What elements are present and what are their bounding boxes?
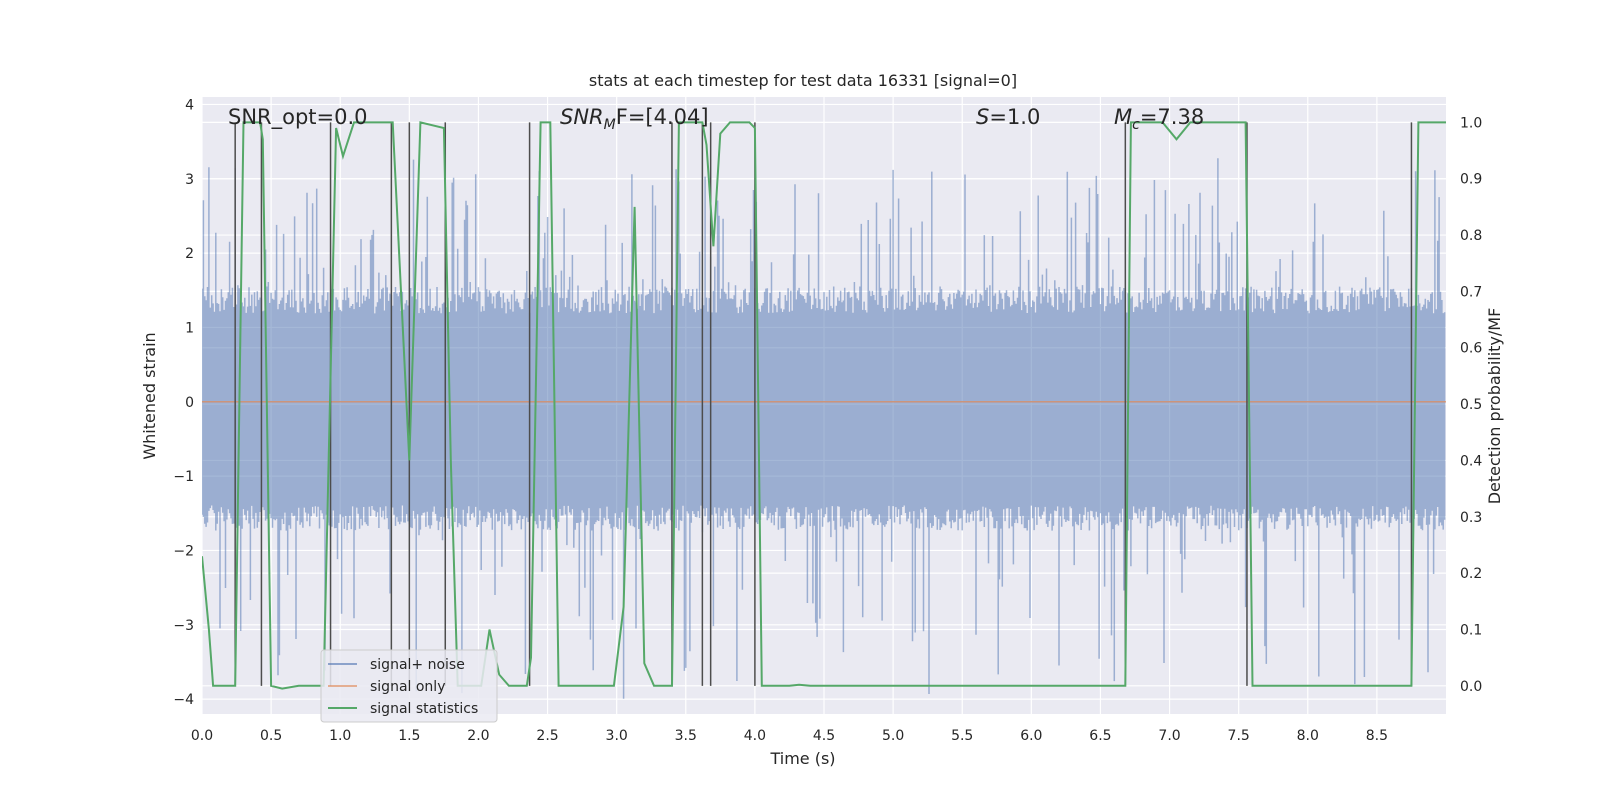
y-right-tick-label: 0.3	[1460, 510, 1482, 526]
x-tick-label: 2.0	[467, 728, 489, 744]
x-tick-label: 0.0	[191, 728, 213, 744]
x-tick-label: 7.5	[1228, 728, 1250, 744]
y-right-tick-label: 0.5	[1460, 397, 1482, 413]
legend-label-signal: signal only	[370, 679, 445, 695]
x-tick-label: 5.0	[882, 728, 904, 744]
y-tick-label: −2	[173, 543, 194, 559]
x-tick-label: 8.5	[1366, 728, 1388, 744]
y-tick-label: 1	[185, 320, 194, 336]
x-tick-labels: 0.0 0.5 1.0 1.5 2.0 2.5 3.0 3.5 4.0 4.5 5.0 5.5 6.0 6…	[191, 728, 1388, 744]
y-tick-label: −3	[173, 618, 194, 634]
x-tick-label: 3.5	[675, 728, 697, 744]
x-tick-label: 2.5	[536, 728, 558, 744]
x-tick-label: 4.0	[744, 728, 766, 744]
legend-label-noise: signal+ noise	[370, 657, 465, 673]
y-right-tick-label: 0.7	[1460, 284, 1482, 300]
x-tick-label: 5.5	[951, 728, 973, 744]
x-axis-label: Time (s)	[769, 749, 835, 768]
x-tick-label: 7.0	[1158, 728, 1180, 744]
x-tick-label: 1.5	[398, 728, 420, 744]
plot-series	[202, 121, 1446, 699]
y-tick-label: −1	[173, 469, 194, 485]
y-right-tick-labels: 1.0 0.9 0.8 0.7 0.6 0.5 0.4 0.3 0.2 0.1 0.0	[1460, 115, 1482, 694]
chart-title: stats at each timestep for test data 163…	[589, 71, 1017, 90]
y-right-tick-label: 0.4	[1460, 453, 1482, 469]
y-right-tick-label: 0.8	[1460, 228, 1482, 244]
y-right-tick-label: 0.9	[1460, 172, 1482, 188]
y-axis-label: Whitened strain	[140, 332, 159, 459]
signal-statistics-line	[202, 121, 1446, 690]
y-tick-label: −4	[173, 692, 194, 708]
y-tick-label: 4	[185, 97, 194, 113]
annotation-s: S=1.0	[976, 105, 1040, 129]
y-tick-label: 3	[185, 172, 194, 188]
vertical-markers	[234, 122, 1413, 686]
y-right-tick-label: 0.6	[1460, 341, 1482, 357]
x-tick-label: 0.5	[260, 728, 282, 744]
x-tick-label: 8.0	[1297, 728, 1319, 744]
y-tick-labels: 4 3 2 1 0 −1 −2 −3 −4	[173, 97, 194, 708]
y-right-tick-label: 0.0	[1460, 679, 1482, 695]
x-tick-label: 3.0	[606, 728, 628, 744]
annotation-snr-mf: SNRMF=[4.04]	[560, 105, 709, 133]
y-right-tick-label: 0.2	[1460, 566, 1482, 582]
x-tick-label: 4.5	[813, 728, 835, 744]
legend-label-stats: signal statistics	[370, 701, 478, 717]
y-right-axis-label: Detection probability/MF	[1485, 308, 1504, 505]
x-tick-label: 6.5	[1089, 728, 1111, 744]
annotation-snr-opt: SNR_opt=0.0	[228, 105, 368, 130]
y-right-tick-label: 0.1	[1460, 622, 1482, 638]
x-tick-label: 6.0	[1020, 728, 1042, 744]
y-tick-label: 2	[185, 246, 194, 262]
legend: signal+ noise signal only signal statist…	[320, 649, 498, 723]
annotation-mc: Mc=7.38	[1114, 105, 1204, 133]
x-tick-label: 1.0	[329, 728, 351, 744]
y-tick-label: 0	[185, 395, 194, 411]
y-right-tick-label: 1.0	[1460, 115, 1482, 131]
